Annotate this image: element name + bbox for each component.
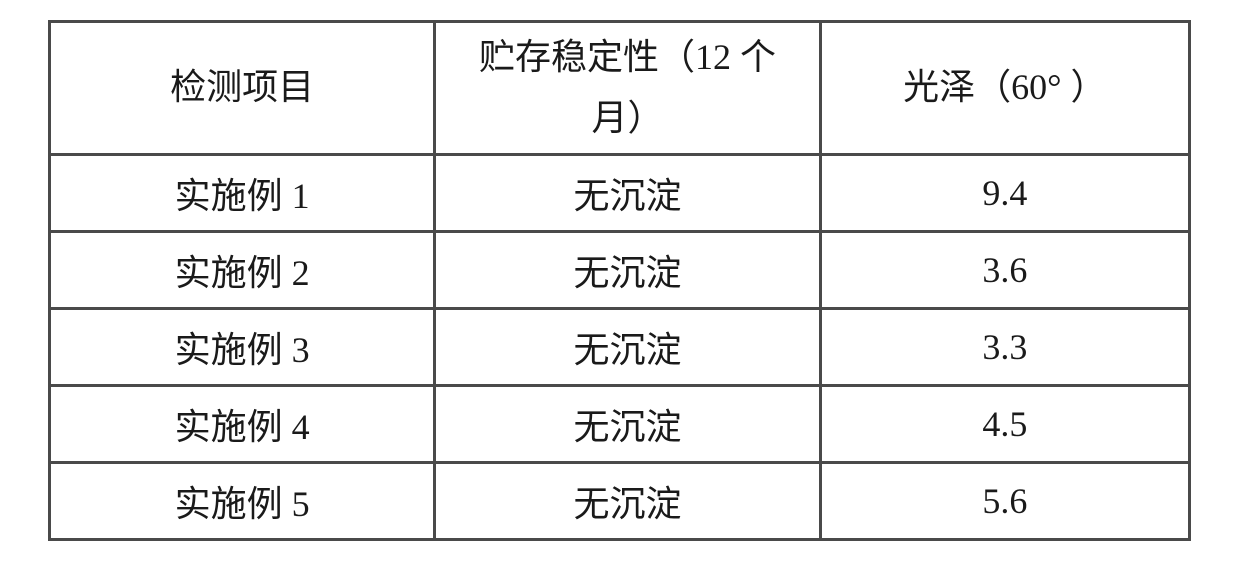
cell: 实施例 1 (50, 155, 435, 232)
cell: 4.5 (820, 386, 1189, 463)
col-header: 光泽（60° ） (820, 22, 1189, 155)
table-container: 检测项目 贮存稳定性（12 个月） 光泽（60° ） 实施例 1 无沉淀 9.4… (0, 0, 1239, 561)
table-row: 实施例 4 无沉淀 4.5 (50, 386, 1190, 463)
cell: 无沉淀 (435, 232, 820, 309)
cell: 实施例 3 (50, 309, 435, 386)
cell: 无沉淀 (435, 463, 820, 540)
table-row: 实施例 3 无沉淀 3.3 (50, 309, 1190, 386)
table-header-row: 检测项目 贮存稳定性（12 个月） 光泽（60° ） (50, 22, 1190, 155)
cell: 无沉淀 (435, 309, 820, 386)
cell: 9.4 (820, 155, 1189, 232)
cell: 无沉淀 (435, 155, 820, 232)
cell: 3.3 (820, 309, 1189, 386)
cell: 3.6 (820, 232, 1189, 309)
data-table: 检测项目 贮存稳定性（12 个月） 光泽（60° ） 实施例 1 无沉淀 9.4… (48, 20, 1191, 541)
col-header-label: 光泽（60° ） (903, 57, 1106, 118)
table-row: 实施例 5 无沉淀 5.6 (50, 463, 1190, 540)
col-header: 贮存稳定性（12 个月） (435, 22, 820, 155)
cell: 实施例 5 (50, 463, 435, 540)
col-header: 检测项目 (50, 22, 435, 155)
cell: 实施例 2 (50, 232, 435, 309)
col-header-label: 检测项目 (170, 57, 314, 118)
cell: 无沉淀 (435, 386, 820, 463)
table-row: 实施例 1 无沉淀 9.4 (50, 155, 1190, 232)
col-header-label: 贮存稳定性（12 个月） (479, 27, 776, 149)
table-body: 实施例 1 无沉淀 9.4 实施例 2 无沉淀 3.6 实施例 3 无沉淀 3.… (50, 155, 1190, 540)
cell: 5.6 (820, 463, 1189, 540)
cell: 实施例 4 (50, 386, 435, 463)
table-row: 实施例 2 无沉淀 3.6 (50, 232, 1190, 309)
